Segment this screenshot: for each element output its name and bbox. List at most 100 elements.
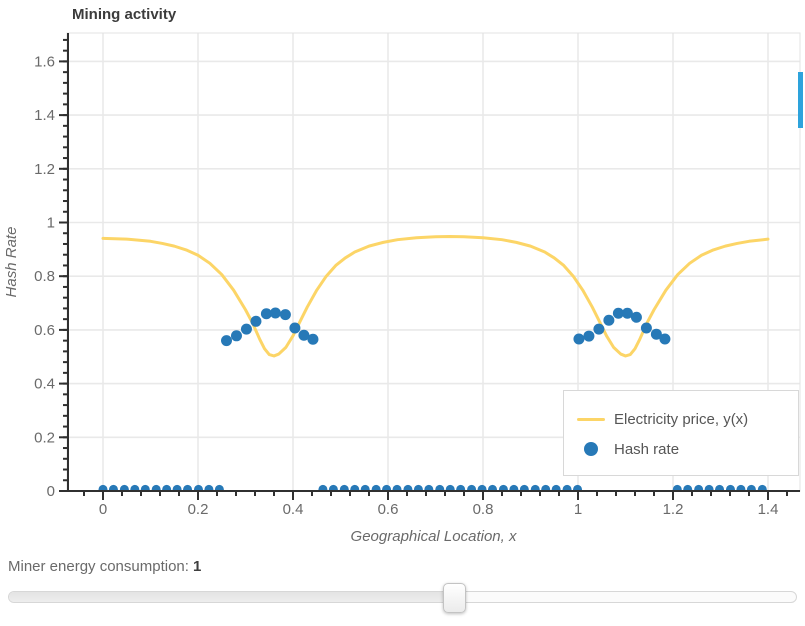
slider-fill — [9, 592, 455, 602]
y-tick-label: 1.4 — [34, 107, 55, 124]
hash-rate-dot — [435, 484, 445, 491]
x-tick-label: 0 — [99, 501, 107, 518]
y-tick-label: 1 — [47, 215, 55, 232]
x-tick-label: 0.2 — [188, 501, 209, 518]
legend-item-electricity-price: Electricity price, y(x) — [564, 404, 798, 434]
hash-rate-dot — [736, 484, 746, 491]
slider-handle[interactable] — [443, 583, 466, 613]
hash-rate-dot — [621, 307, 633, 319]
hash-rate-dot — [269, 307, 281, 319]
x-tick-label: 1.4 — [758, 501, 779, 518]
hash-rate-dot — [467, 484, 477, 491]
hash-rate-dot — [694, 484, 704, 491]
hash-rate-dot — [640, 322, 652, 334]
hash-rate-dot — [307, 333, 319, 345]
legend: Electricity price, y(x) Hash rate — [563, 390, 799, 476]
hash-rate-dot — [318, 484, 328, 491]
dot-swatch-icon — [584, 442, 598, 456]
y-tick-label: 1.2 — [34, 161, 55, 178]
y-tick-label: 0.4 — [34, 376, 55, 393]
x-tick-label: 1 — [574, 501, 582, 518]
slider-label: Miner energy consumption: 1 — [8, 558, 201, 575]
hash-rate-dot — [573, 484, 583, 491]
x-tick-label: 1.2 — [663, 501, 684, 518]
hash-rate-dot — [445, 484, 455, 491]
hash-rate-dot — [119, 484, 129, 491]
hash-rate-dot — [650, 328, 662, 340]
hash-rate-dot — [289, 322, 301, 334]
line-swatch-icon — [577, 417, 605, 421]
y-tick-label: 0.2 — [34, 429, 55, 446]
slider-value: 1 — [192, 558, 202, 575]
hash-rate-dot — [530, 484, 540, 491]
hash-rate-dot — [583, 330, 595, 342]
hash-rate-dot — [339, 484, 349, 491]
hash-rate-dot — [193, 484, 203, 491]
hash-rate-dot — [298, 329, 310, 341]
hash-rate-dot — [612, 307, 624, 319]
y-axis-title: Hash Rate — [3, 227, 20, 298]
hash-rate-dot — [204, 484, 214, 491]
hash-rate-dot — [392, 484, 402, 491]
hash-rate-dot — [509, 484, 519, 491]
x-tick-label: 0.4 — [283, 501, 304, 518]
x-tick-label: 0.6 — [378, 501, 399, 518]
slider-track[interactable] — [8, 591, 797, 603]
right-edge-blue-bar — [798, 72, 803, 128]
hash-rate-dot — [328, 484, 338, 491]
hash-rate-dot — [221, 335, 232, 347]
hash-rate-dot — [659, 333, 671, 345]
hash-rate-dot — [683, 484, 693, 491]
hash-rate-dot — [757, 484, 767, 491]
hash-rate-dot — [488, 484, 497, 491]
y-tick-label: 0 — [47, 483, 55, 500]
x-axis-title: Geographical Location, x — [351, 528, 517, 545]
hash-rate-dot — [593, 323, 605, 335]
legend-item-label: Electricity price, y(x) — [614, 410, 749, 428]
slider-label-text: Miner energy consumption: — [8, 558, 189, 575]
hash-rate-dot — [98, 484, 108, 491]
hash-rate-dot — [424, 484, 434, 491]
hash-rate-dot — [715, 484, 725, 491]
y-tick-label: 1.6 — [34, 53, 55, 70]
hash-rate-dot — [403, 484, 413, 491]
hash-rate-dot — [360, 484, 370, 491]
y-tick-label: 0.8 — [34, 268, 55, 285]
hash-rate-dot — [172, 484, 182, 491]
hash-rate-dot — [279, 309, 291, 321]
hash-rate-dot — [130, 484, 140, 491]
hash-rate-dot — [498, 484, 508, 491]
hash-rate-dot — [240, 323, 252, 335]
y-tick-label: 0.6 — [34, 322, 55, 339]
hash-rate-dot — [551, 484, 561, 491]
hash-rate-dot — [413, 484, 423, 491]
hash-rate-dot — [704, 484, 714, 491]
hash-rate-dot — [746, 484, 756, 491]
legend-item-label: Hash rate — [614, 440, 680, 458]
hash-rate-dot — [350, 484, 360, 491]
hash-rate-dot — [725, 484, 735, 491]
hash-rate-dot — [162, 484, 172, 491]
hash-rate-dot — [371, 484, 381, 491]
hash-rate-dot — [250, 315, 262, 327]
x-tick-label: 0.8 — [473, 501, 494, 518]
hash-rate-dot — [108, 484, 118, 491]
chart-title: Mining activity — [72, 6, 177, 23]
hash-rate-dot — [630, 311, 642, 323]
hash-rate-dot — [672, 484, 682, 491]
plot-area: 0 0.2 0.4 0.6 0.8 1 1.2 1.4 0 0.2 0.4 0.6 0.8 1 1.2 1.4… — [3, 32, 801, 545]
hash-rate-dot — [519, 484, 529, 491]
legend-item-hash-rate: Hash rate — [564, 434, 798, 464]
hash-rate-dot — [183, 484, 193, 491]
hash-rate-dot — [230, 330, 242, 342]
hash-rate-dot — [260, 308, 272, 320]
hash-rate-dot — [214, 484, 224, 491]
hash-rate-dot — [382, 484, 392, 491]
hash-rate-dot — [151, 484, 161, 491]
hash-rate-dot — [573, 333, 585, 345]
hash-rate-dot — [541, 484, 551, 491]
hash-rate-dot — [477, 484, 487, 491]
hash-rate-dot — [603, 314, 615, 326]
hash-rate-dot — [562, 484, 572, 491]
